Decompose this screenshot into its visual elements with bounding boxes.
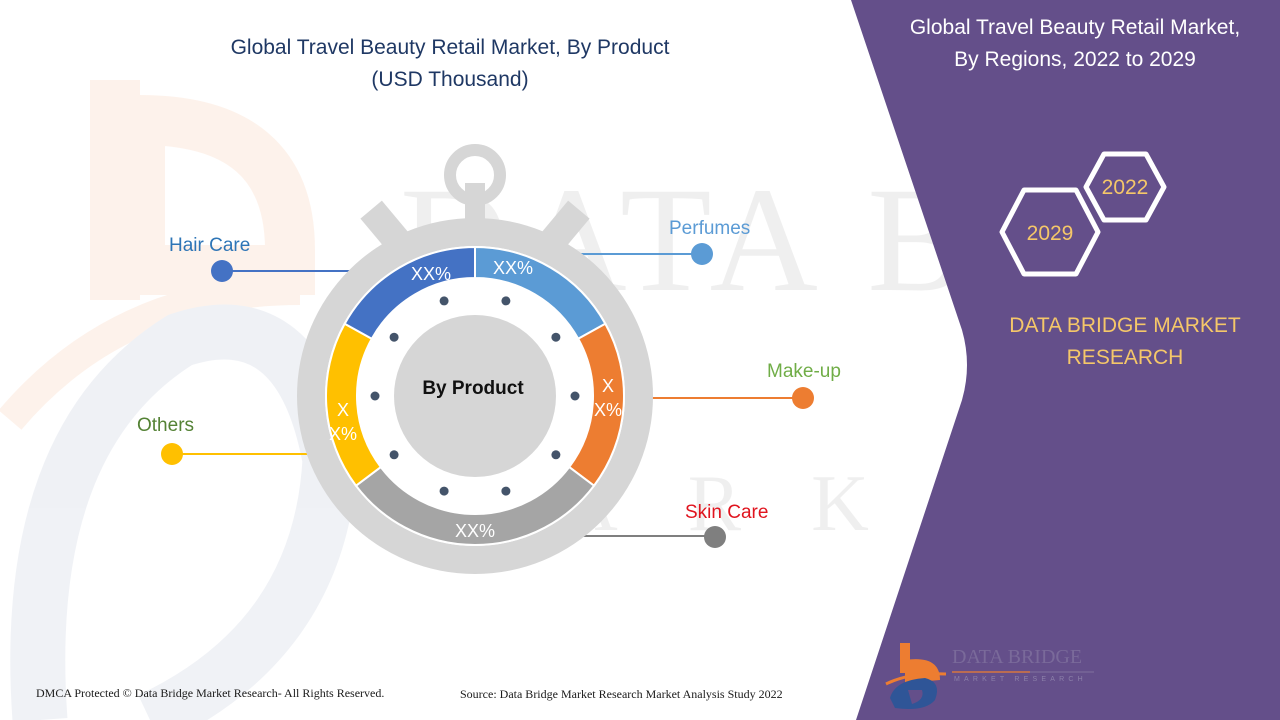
tick-dot-icon bbox=[389, 332, 399, 342]
tick-dot-icon bbox=[439, 296, 449, 306]
stopwatch-chart bbox=[297, 144, 653, 574]
tick-dot-icon bbox=[501, 486, 511, 496]
tick-dot-icon bbox=[570, 391, 580, 401]
value-others: XX% bbox=[328, 400, 357, 444]
center-label: By Product bbox=[422, 378, 524, 399]
source-note: Source: Data Bridge Market Research Mark… bbox=[460, 687, 783, 701]
regions-title-line2: By Regions, 2022 to 2029 bbox=[954, 48, 1196, 71]
brand-line2: RESEARCH bbox=[1066, 346, 1184, 369]
label-others: Others bbox=[137, 415, 195, 436]
segment-hair-care bbox=[343, 245, 476, 341]
hexagon-2029 bbox=[999, 187, 1101, 277]
label-hair-care: Hair Care bbox=[169, 235, 251, 256]
tick-dot-icon bbox=[551, 450, 561, 460]
purple-panel bbox=[851, 0, 1280, 720]
hexagon-2022 bbox=[1083, 151, 1167, 223]
makeup-marker-icon bbox=[792, 387, 814, 409]
tick-dot-icon bbox=[501, 296, 511, 306]
watermark-logo-icon bbox=[0, 80, 358, 720]
skin-care-marker-icon bbox=[704, 526, 726, 548]
tick-dot-icon bbox=[389, 450, 399, 460]
tick-dot-icon bbox=[370, 391, 380, 401]
data-bridge-logo-icon bbox=[885, 643, 1094, 709]
copyright-notice: DMCA Protected © Data Bridge Market Rese… bbox=[36, 686, 385, 700]
hexagon-2029-label: 2029 bbox=[1027, 222, 1074, 245]
value-perfumes: XX% bbox=[492, 258, 534, 278]
hair-care-marker-icon bbox=[211, 260, 233, 282]
logo-name: DATA BRIDGE bbox=[952, 646, 1083, 668]
chart-title-line1: Global Travel Beauty Retail Market, By P… bbox=[230, 36, 670, 59]
chart-subtitle: (USD Thousand) bbox=[371, 68, 529, 91]
value-skin-care: XX% bbox=[454, 521, 496, 541]
others-marker-icon bbox=[161, 443, 183, 465]
value-makeup: XX% bbox=[593, 376, 622, 420]
tick-dot-icon bbox=[551, 332, 561, 342]
value-hair-care: XX% bbox=[410, 264, 452, 284]
hexagon-2022-label: 2022 bbox=[1102, 176, 1149, 199]
label-perfumes: Perfumes bbox=[669, 218, 751, 239]
chart-title: Global Travel Beauty Retail Market, By P… bbox=[150, 32, 750, 96]
label-makeup: Make-up bbox=[767, 361, 841, 382]
perfumes-marker-icon bbox=[691, 243, 713, 265]
brand-line1: DATA BRIDGE MARKET bbox=[1009, 314, 1241, 337]
logo-tagline: MARKET RESEARCH bbox=[954, 676, 1087, 683]
regions-title: Global Travel Beauty Retail Market, By R… bbox=[870, 12, 1280, 76]
label-skin-care: Skin Care bbox=[685, 502, 769, 523]
tick-dot-icon bbox=[439, 486, 449, 496]
brand-name: DATA BRIDGE MARKET RESEARCH bbox=[980, 310, 1270, 374]
regions-title-line1: Global Travel Beauty Retail Market, bbox=[909, 16, 1241, 39]
